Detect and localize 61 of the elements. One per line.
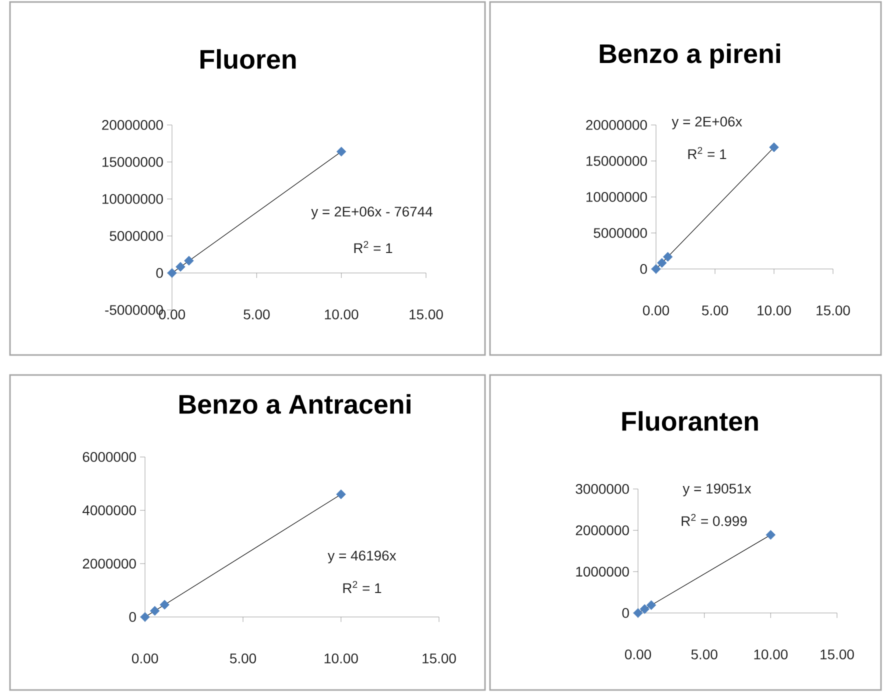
point — [176, 262, 186, 272]
point — [662, 252, 673, 262]
point — [140, 612, 150, 622]
x-tick-label: 5.00 — [230, 653, 256, 664]
point — [657, 258, 667, 268]
x-tick-label: 15.00 — [422, 653, 456, 664]
point — [766, 530, 776, 540]
annotation: R$^{2}$ = 0.999 — [682, 514, 747, 526]
point — [150, 606, 160, 616]
y-tick-label: 10000000 — [586, 192, 647, 202]
x-tick-label: 0.00 — [642, 305, 670, 316]
y-tick-label: 3000000 — [576, 484, 629, 494]
point — [646, 600, 656, 610]
y-tick-label: 1000000 — [576, 566, 629, 577]
point — [640, 604, 650, 614]
x-tick-label: 15.00 — [410, 309, 443, 320]
point — [160, 600, 170, 610]
y-tick-label: 0 — [156, 268, 163, 278]
y-tick-label: 5000000 — [110, 231, 163, 241]
y-tick-label: 20000000 — [586, 120, 647, 130]
point — [167, 268, 177, 278]
annotation: R$^{2}$ = 1 — [688, 146, 726, 159]
annotation: y = 46196x — [328, 550, 396, 564]
annotation: R$^{2}$ = 1 — [354, 240, 392, 253]
point — [769, 142, 779, 152]
chart-title: Fluoranten — [622, 411, 758, 431]
y-tick-label: 2000000 — [82, 558, 136, 569]
y-tick-label: 15000000 — [102, 157, 163, 167]
point — [336, 489, 346, 500]
x-tick-label: 10.00 — [324, 309, 358, 320]
y-tick-label: 0 — [129, 612, 136, 622]
x-tick-label: 15.00 — [820, 649, 854, 660]
point — [336, 146, 346, 156]
point — [651, 264, 661, 274]
y-tick-label: 2000000 — [576, 525, 629, 536]
x-tick-label: 10.00 — [324, 653, 358, 664]
y-tick-label: 6000000 — [82, 452, 136, 462]
point — [633, 608, 643, 618]
y-tick-label: 0 — [640, 264, 647, 274]
point — [184, 256, 194, 266]
x-tick-label: 10.00 — [754, 649, 788, 660]
y-tick-label: 5000000 — [594, 228, 647, 238]
y-tick-label: 10000000 — [102, 194, 163, 204]
x-tick-label: 5.00 — [244, 309, 270, 320]
y-tick-label: 15000000 — [586, 156, 647, 166]
annotation: y = 2E+06x - 76744 — [311, 206, 432, 220]
annotation: y = 2E+06x — [672, 116, 742, 130]
x-tick-label: 5.00 — [691, 649, 718, 660]
y-tick-label: 0 — [622, 608, 629, 618]
chart-title: Benzo a Antraceni — [179, 394, 410, 414]
x-tick-label: 5.00 — [702, 305, 728, 316]
x-tick-label: 0.00 — [132, 653, 158, 664]
annotation: y = 19051x — [682, 484, 752, 496]
x-tick-label: 0.00 — [624, 649, 652, 660]
x-tick-label: 15.00 — [816, 305, 850, 316]
x-tick-label: 10.00 — [758, 305, 791, 316]
chart-title: Benzo a pireni — [600, 43, 780, 69]
y-tick-label: 20000000 — [102, 120, 163, 130]
y-tick-label: 4000000 — [82, 505, 136, 516]
chart-title: Fluoren — [200, 49, 296, 69]
annotation: R$^{2}$ = 1 — [343, 580, 382, 593]
